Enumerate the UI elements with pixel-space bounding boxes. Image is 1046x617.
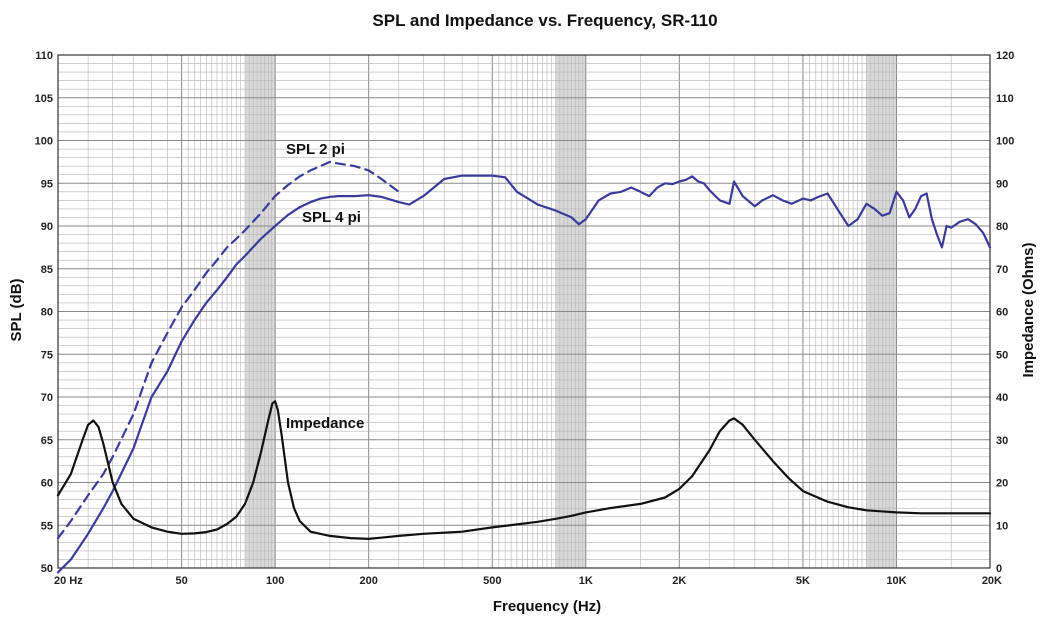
x-tick-label: 20 Hz [54,575,83,587]
y2-tick-label: 80 [996,221,1008,233]
x-tick-label: 5K [796,575,810,587]
y-tick-label: 105 [35,93,53,105]
y-tick-label: 90 [41,221,53,233]
grid-lines [57,54,991,569]
y-axis-ticks: 50 55 60 65 70 75 80 85 90 95 100 105 110 [35,50,53,575]
x-tick-label: 1K [579,575,593,587]
y2-tick-label: 90 [996,178,1008,190]
y-tick-label: 75 [41,349,53,361]
x-tick-label: 50 [176,575,188,587]
y2-axis-ticks: 0 10 20 30 40 50 60 70 80 90 100 110 120 [996,50,1014,575]
y-tick-label: 60 [41,478,53,490]
y2-tick-label: 40 [996,392,1008,404]
x-tick-label: 200 [359,575,377,587]
y-tick-label: 85 [41,264,53,276]
y2-tick-label: 100 [996,136,1014,148]
x-tick-label: 100 [266,575,284,587]
y-tick-label: 100 [35,136,53,148]
x-tick-label: 10K [886,575,906,587]
plot-frame [57,54,991,569]
y2-tick-label: 50 [996,349,1008,361]
y-tick-label: 70 [41,392,53,404]
y2-tick-label: 30 [996,435,1008,447]
series-layer [56,160,992,574]
y-tick-label: 55 [41,520,53,532]
y2-tick-label: 20 [996,478,1008,490]
series-line-spl-2-pi [56,160,400,540]
spl-4-pi-label: SPL 4 pi [302,209,361,226]
chart-title: SPL and Impedance vs. Frequency, SR-110 [372,11,717,30]
y2-tick-label: 10 [996,520,1008,532]
x-axis-label: Frequency (Hz) [493,598,601,615]
y2-axis-label: Impedance (Ohms) [1020,242,1037,377]
series-line-impedance [56,400,992,541]
x-tick-label: 2K [672,575,686,587]
x-axis-ticks: 20 Hz 50 100 200 500 1K 2K 5K 10K 20K [54,575,1002,587]
y2-tick-label: 70 [996,264,1008,276]
y-tick-label: 65 [41,435,53,447]
x-tick-label: 20K [982,575,1002,587]
impedance-label: Impedance [286,415,364,432]
y-tick-label: 50 [41,563,53,575]
y2-tick-label: 110 [996,93,1014,105]
y2-tick-label: 60 [996,307,1008,319]
y-tick-label: 95 [41,178,53,190]
y2-tick-label: 120 [996,50,1014,62]
y-tick-label: 80 [41,307,53,319]
series-line-spl-4-pi [56,174,992,574]
x-tick-label: 500 [483,575,501,587]
y-axis-label: SPL (dB) [8,278,25,341]
spl-2-pi-label: SPL 2 pi [286,141,345,158]
y2-tick-label: 0 [996,563,1002,575]
y-tick-label: 110 [35,50,53,62]
